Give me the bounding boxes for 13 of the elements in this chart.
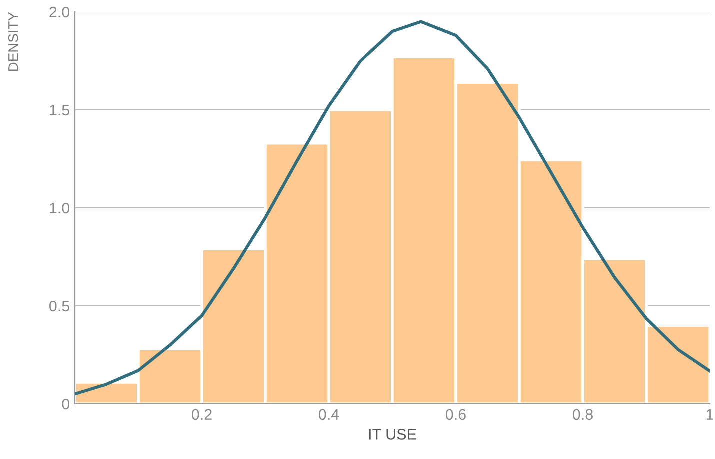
y-axis-title: DENSITY: [8, 12, 18, 72]
x-tick-label: 1: [706, 409, 714, 420]
line-series: [75, 20, 710, 396]
x-tick-label: 0.6: [446, 409, 466, 420]
y-tick-label: 0.5: [50, 300, 70, 312]
x-tick-label: 0.4: [318, 409, 340, 420]
y-tick-label: 1.0: [50, 202, 70, 214]
x-tick-label: 0.2: [192, 409, 212, 420]
y-tick-label: 0: [62, 398, 70, 410]
y-tick-label: 1.5: [50, 105, 70, 116]
x-axis-title: IT USE: [369, 429, 416, 440]
y-tick-label: 2.0: [50, 6, 70, 18]
x-tick-label: 0.8: [572, 409, 593, 420]
